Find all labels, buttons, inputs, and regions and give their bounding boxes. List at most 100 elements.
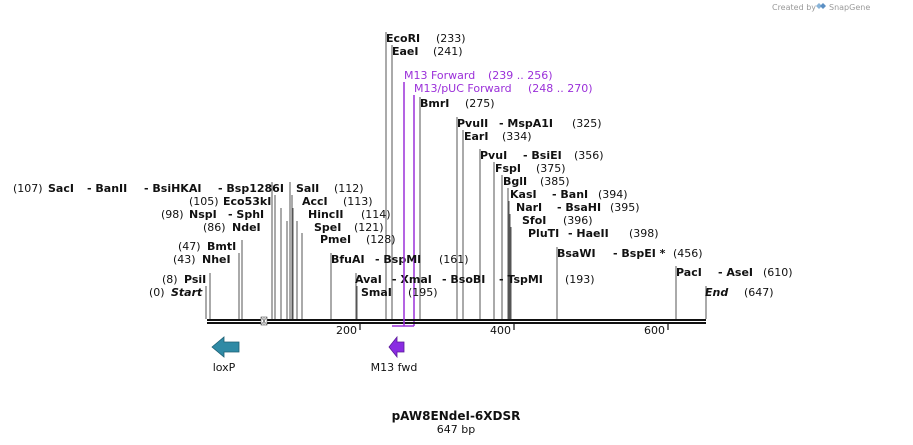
site-text: (233) xyxy=(436,32,466,45)
tick-label-400: 400 xyxy=(490,324,511,337)
site-text: NspI xyxy=(189,208,217,221)
site-text: NheI xyxy=(202,253,231,266)
site-text: - Bsp1286I xyxy=(218,182,284,195)
site-text: EcoRI xyxy=(386,32,420,45)
sequence-backbone xyxy=(207,319,706,324)
credit-text: Created by xyxy=(772,3,816,12)
site-label-4[interactable]: (47) BmtI xyxy=(178,240,236,253)
site-label-9[interactable]: AccI (113) xyxy=(302,195,373,208)
site-label-25[interactable]: NarI - BsaHI (395) xyxy=(516,201,640,214)
primer-label-0[interactable]: M13 Forward (239 .. 256) xyxy=(404,69,553,82)
site-text: - BspEI * xyxy=(613,247,666,260)
m13-primer-bracket xyxy=(392,82,414,327)
site-text: (43) xyxy=(173,253,196,266)
site-text: FspI xyxy=(495,162,521,175)
site-label-3[interactable]: (86) NdeI xyxy=(203,221,261,234)
primer-text: (239 .. 256) xyxy=(488,69,553,82)
site-label-6[interactable]: (8) PsiI xyxy=(162,273,206,286)
site-text: (395) xyxy=(610,201,640,214)
site-text: (114) xyxy=(361,208,391,221)
site-label-20[interactable]: EarI (334) xyxy=(464,130,532,143)
tick-label-200: 200 xyxy=(336,324,357,337)
site-text: (398) xyxy=(629,227,659,240)
site-text: - MspA1I xyxy=(499,117,553,130)
site-label-19[interactable]: PvuII - MspA1I (325) xyxy=(457,117,602,130)
site-label-14[interactable]: AvaI - XmaI - BsoBI - TspMI (193) xyxy=(355,273,595,286)
site-text: (98) xyxy=(161,208,184,221)
site-text: (396) xyxy=(563,214,593,227)
site-label-13[interactable]: BfuAI - BspMI (161) xyxy=(331,253,469,266)
feature-loxp[interactable]: loxP xyxy=(211,336,240,374)
site-text: - TspMI xyxy=(499,273,543,286)
site-text: - BsiEI xyxy=(523,149,562,162)
site-text: (128) xyxy=(366,233,396,246)
site-text: EaeI xyxy=(392,45,419,58)
site-label-7[interactable]: (0) Start xyxy=(149,286,203,299)
site-label-18[interactable]: BmrI (275) xyxy=(420,97,495,110)
site-text: KasI xyxy=(510,188,537,201)
site-text: NarI xyxy=(516,201,542,214)
site-label-15[interactable]: SmaI (195) xyxy=(361,286,438,299)
site-label-8[interactable]: SalI (112) xyxy=(296,182,364,195)
site-label-2[interactable]: (98) NspI - SphI xyxy=(161,208,264,221)
site-label-12[interactable]: PmeI (128) xyxy=(320,233,396,246)
site-label-24[interactable]: KasI - BanI (394) xyxy=(510,188,628,201)
site-text: (610) xyxy=(763,266,793,279)
site-label-22[interactable]: FspI (375) xyxy=(495,162,566,175)
site-label-17[interactable]: EaeI (241) xyxy=(392,45,463,58)
site-text: - BsaHI xyxy=(557,201,601,214)
site-label-16[interactable]: EcoRI (233) xyxy=(386,32,466,45)
site-text: (241) xyxy=(433,45,463,58)
feature-label-m13-fwd: M13 fwd xyxy=(371,361,418,374)
site-text: - BanII xyxy=(87,182,127,195)
site-text: AccI xyxy=(302,195,328,208)
feature-label-loxp: loxP xyxy=(213,361,236,374)
site-label-1[interactable]: (105) Eco53kI xyxy=(189,195,271,208)
site-text: SmaI xyxy=(361,286,392,299)
site-text: EarI xyxy=(464,130,488,143)
site-text: PacI xyxy=(676,266,702,279)
site-label-29[interactable]: PacI - AseI (610) xyxy=(676,266,793,279)
site-label-23[interactable]: BglI (385) xyxy=(503,175,570,188)
site-label-0[interactable]: (107) SacI - BanII - BsiHKAI - Bsp1286I xyxy=(13,182,284,195)
site-text: (375) xyxy=(536,162,566,175)
site-text: - BspMI xyxy=(375,253,421,266)
site-text: (193) xyxy=(565,273,595,286)
tick-label-600: 600 xyxy=(644,324,665,337)
feature-m13-fwd[interactable]: M13 fwd xyxy=(371,335,418,374)
site-text: NdeI xyxy=(232,221,261,234)
site-labels: (107) SacI - BanII - BsiHKAI - Bsp1286I(105)… xyxy=(13,32,793,299)
site-text: (195) xyxy=(408,286,438,299)
site-text: - BsiHKAI xyxy=(144,182,201,195)
site-label-5[interactable]: (43) NheI xyxy=(173,253,231,266)
primer-text: M13/pUC Forward xyxy=(414,82,512,95)
snapgene-logo-icon xyxy=(816,3,826,9)
primer-label-1[interactable]: M13/pUC Forward (248 .. 270) xyxy=(414,82,593,95)
site-text: (325) xyxy=(572,117,602,130)
site-text: Eco53kI xyxy=(223,195,271,208)
site-text: (105) xyxy=(189,195,219,208)
site-text: (647) xyxy=(744,286,774,299)
site-text: PsiI xyxy=(184,273,206,286)
site-text: BmrI xyxy=(420,97,449,110)
site-label-28[interactable]: BsaWI - BspEI * (456) xyxy=(557,247,703,260)
site-text: (113) xyxy=(343,195,373,208)
site-text: SpeI xyxy=(314,221,341,234)
site-label-21[interactable]: PvuI - BsiEI (356) xyxy=(480,149,604,162)
site-label-11[interactable]: SpeI (121) xyxy=(314,221,384,234)
site-label-10[interactable]: HincII (114) xyxy=(308,208,391,221)
site-label-27[interactable]: PluTI - HaeII (398) xyxy=(528,227,659,240)
site-text: - XmaI xyxy=(392,273,432,286)
site-text: (275) xyxy=(465,97,495,110)
site-text: - AseI xyxy=(718,266,753,279)
site-text: SacI xyxy=(48,182,74,195)
site-text: - SphI xyxy=(228,208,264,221)
site-label-30[interactable]: End (647) xyxy=(705,286,774,299)
site-text: BglI xyxy=(503,175,527,188)
ambiguous-marker-icon xyxy=(260,316,268,326)
map-title: pAW8ENdeI-6XDSR xyxy=(392,409,521,423)
site-text: (0) xyxy=(149,286,165,299)
site-label-26[interactable]: SfoI (396) xyxy=(522,214,593,227)
primer-text: (248 .. 270) xyxy=(528,82,593,95)
